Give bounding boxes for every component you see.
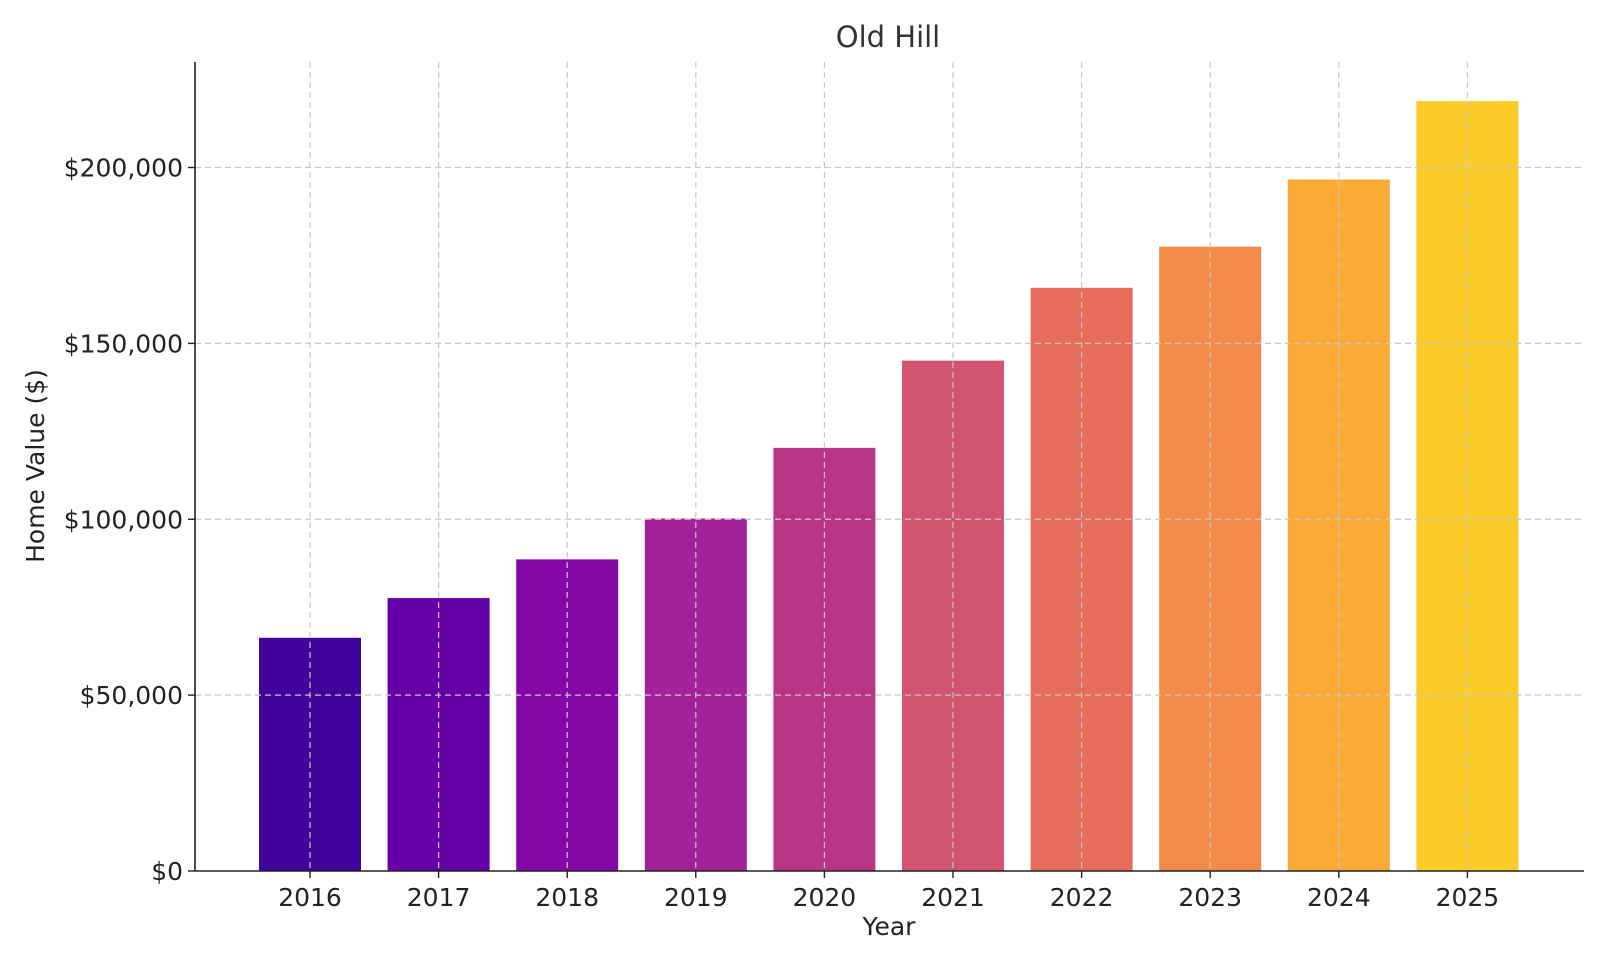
x-tick-label: 2021 bbox=[921, 883, 985, 912]
tick-labels: $0 $50,000 $100,000 $150,000 $200,000 2016 201… bbox=[64, 154, 1500, 912]
axes bbox=[194, 62, 1584, 872]
x-tick-label: 2022 bbox=[1050, 883, 1114, 912]
y-tick-label: $150,000 bbox=[64, 329, 183, 358]
y-tick-label: $200,000 bbox=[64, 154, 183, 183]
grid-lines bbox=[195, 62, 1584, 871]
chart-title: Old Hill bbox=[836, 20, 941, 54]
x-tick-label: 2023 bbox=[1178, 883, 1242, 912]
x-tick-label: 2020 bbox=[793, 883, 857, 912]
x-tick-label: 2019 bbox=[664, 883, 728, 912]
x-tick-label: 2018 bbox=[535, 883, 599, 912]
bars bbox=[259, 101, 1519, 872]
y-tick-label: $0 bbox=[151, 857, 183, 886]
bar-2020 bbox=[773, 447, 876, 871]
x-tick-label: 2024 bbox=[1307, 883, 1371, 912]
y-tick-label: $100,000 bbox=[64, 505, 183, 534]
x-tick-label: 2017 bbox=[407, 883, 471, 912]
y-axis-label: Home Value ($) bbox=[21, 369, 50, 563]
y-tick-label: $50,000 bbox=[80, 681, 183, 710]
x-axis-label: Year bbox=[862, 912, 917, 941]
x-tick-label: 2016 bbox=[278, 883, 342, 912]
x-tick-label: 2025 bbox=[1436, 883, 1500, 912]
